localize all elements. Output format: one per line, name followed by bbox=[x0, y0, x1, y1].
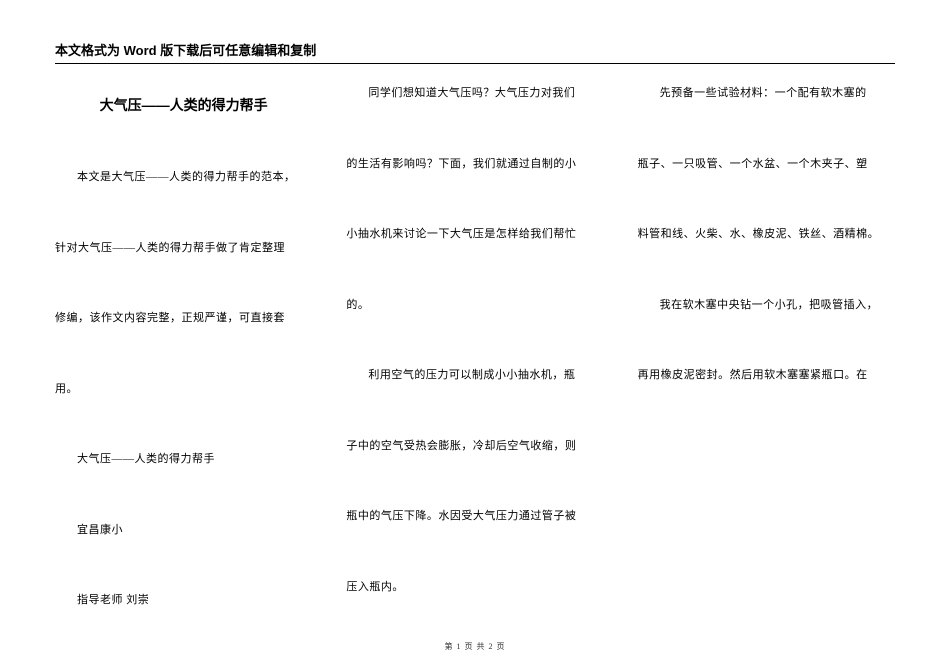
paragraph: 针对大气压——人类的得力帮手做了肯定整理 bbox=[55, 240, 312, 257]
paragraph: 的生活有影响吗？下面，我们就通过自制的小 bbox=[346, 156, 603, 173]
paragraph: 用。 bbox=[55, 381, 312, 398]
header-rule: 本文格式为 Word 版下载后可任意编辑和复制 bbox=[55, 40, 895, 64]
paragraph: 大气压——人类的得力帮手 bbox=[55, 451, 312, 468]
paragraph: 瓶中的气压下降。水因受大气压力通过管子被 bbox=[346, 508, 603, 525]
paragraph: 先预备一些试验材料：一个配有软木塞的 bbox=[638, 85, 895, 102]
page-footer: 第 1 页 共 2 页 bbox=[0, 641, 950, 652]
paragraph: 我在软木塞中央钻一个小孔，把吸管插入， bbox=[638, 297, 895, 314]
paragraph: 指导老师 刘崇 bbox=[55, 592, 312, 609]
paragraph: 压入瓶内。 bbox=[346, 579, 603, 596]
document-title: 大气压——人类的得力帮手 bbox=[55, 95, 312, 115]
paragraph: 的。 bbox=[346, 297, 603, 314]
paragraph: 料管和线、火柴、水、橡皮泥、铁丝、酒精棉。 bbox=[638, 226, 895, 243]
paragraph: 再用橡皮泥密封。然后用软木塞塞紧瓶口。在 bbox=[638, 367, 895, 384]
paragraph: 修编，该作文内容完整，正规严谨，可直接套 bbox=[55, 310, 312, 327]
paragraph: 小抽水机来讨论一下大气压是怎样给我们帮忙 bbox=[346, 226, 603, 243]
paragraph: 本文是大气压——人类的得力帮手的范本， bbox=[55, 169, 312, 186]
paragraph: 同学们想知道大气压吗？大气压力对我们 bbox=[346, 85, 603, 102]
paragraph: 瓶子、一只吸管、一个水盆、一个木夹子、塑 bbox=[638, 156, 895, 173]
paragraph: 子中的空气受热会膨胀，冷却后空气收缩，则 bbox=[346, 438, 603, 455]
header-notice: 本文格式为 Word 版下载后可任意编辑和复制 bbox=[55, 43, 316, 58]
paragraph: 利用空气的压力可以制成小小抽水机，瓶 bbox=[346, 367, 603, 384]
document-columns: 大气压——人类的得力帮手 本文是大气压——人类的得力帮手的范本， 针对大气压——… bbox=[55, 85, 895, 612]
paragraph: 宜昌康小 bbox=[55, 522, 312, 539]
